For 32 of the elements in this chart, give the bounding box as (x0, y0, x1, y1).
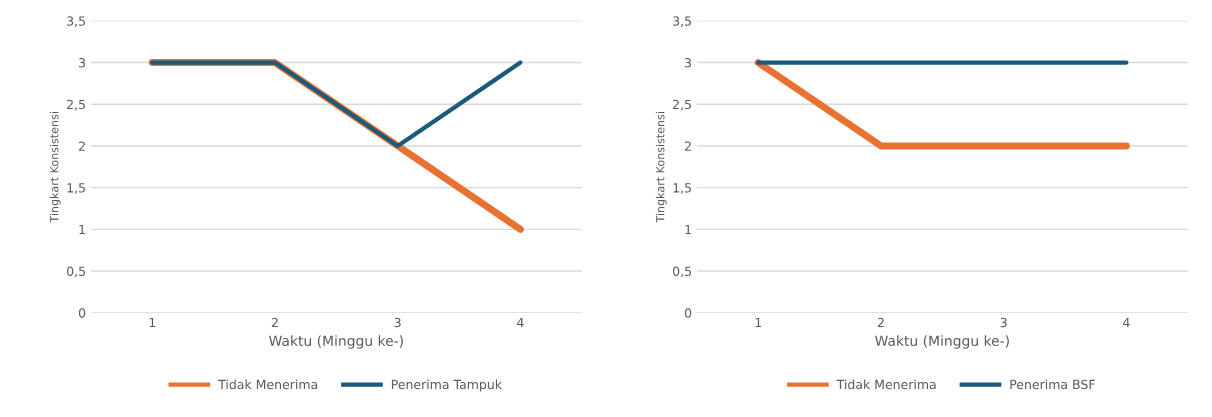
x-tick-label: 1 (149, 318, 156, 328)
legend-label: Tidak Menerima (836, 379, 936, 390)
y-tick-label: 0 (684, 308, 692, 318)
legend-label: Penerima BSF (1010, 379, 1095, 390)
x-axis-title: Waktu (Minggu ke-) (269, 335, 403, 349)
x-tick-label: 4 (1123, 318, 1130, 328)
x-axis-title: Waktu (Minggu ke-) (875, 335, 1009, 349)
y-tick-label: 0 (78, 308, 86, 318)
x-tick-label: 3 (394, 317, 401, 328)
y-tick-label: 3,5 (673, 16, 691, 28)
y-tick-label: 2,5 (673, 99, 691, 111)
y-tick-label: 1 (79, 224, 85, 235)
y-tick-label: 2,5 (67, 99, 85, 111)
y-tick-label: 0,5 (66, 266, 85, 278)
y-tick-label: 2 (685, 141, 691, 151)
x-tick-label: 2 (271, 317, 278, 328)
y-tick-label: 0,5 (672, 266, 691, 278)
x-tick-label: 4 (517, 318, 524, 328)
y-tick-label: 1,5 (67, 183, 85, 194)
y-axis-title: Tingkart Konsistensi (655, 112, 667, 223)
y-tick-label: 2 (79, 141, 85, 151)
x-tick-label: 2 (877, 317, 884, 328)
x-tick-label: 3 (1000, 317, 1007, 328)
y-tick-label: 3,5 (67, 16, 85, 28)
y-axis-title: Tingkart Konsistensi (49, 112, 61, 223)
y-tick-label: 3 (79, 58, 86, 68)
y-tick-label: 1,5 (673, 183, 691, 194)
legend-label: Tidak Menerima (218, 379, 318, 390)
x-tick-label: 1 (755, 318, 762, 328)
y-tick-label: 3 (685, 58, 692, 68)
legend-label: Penerima Tampuk (391, 379, 502, 392)
y-tick-label: 1 (685, 224, 691, 235)
